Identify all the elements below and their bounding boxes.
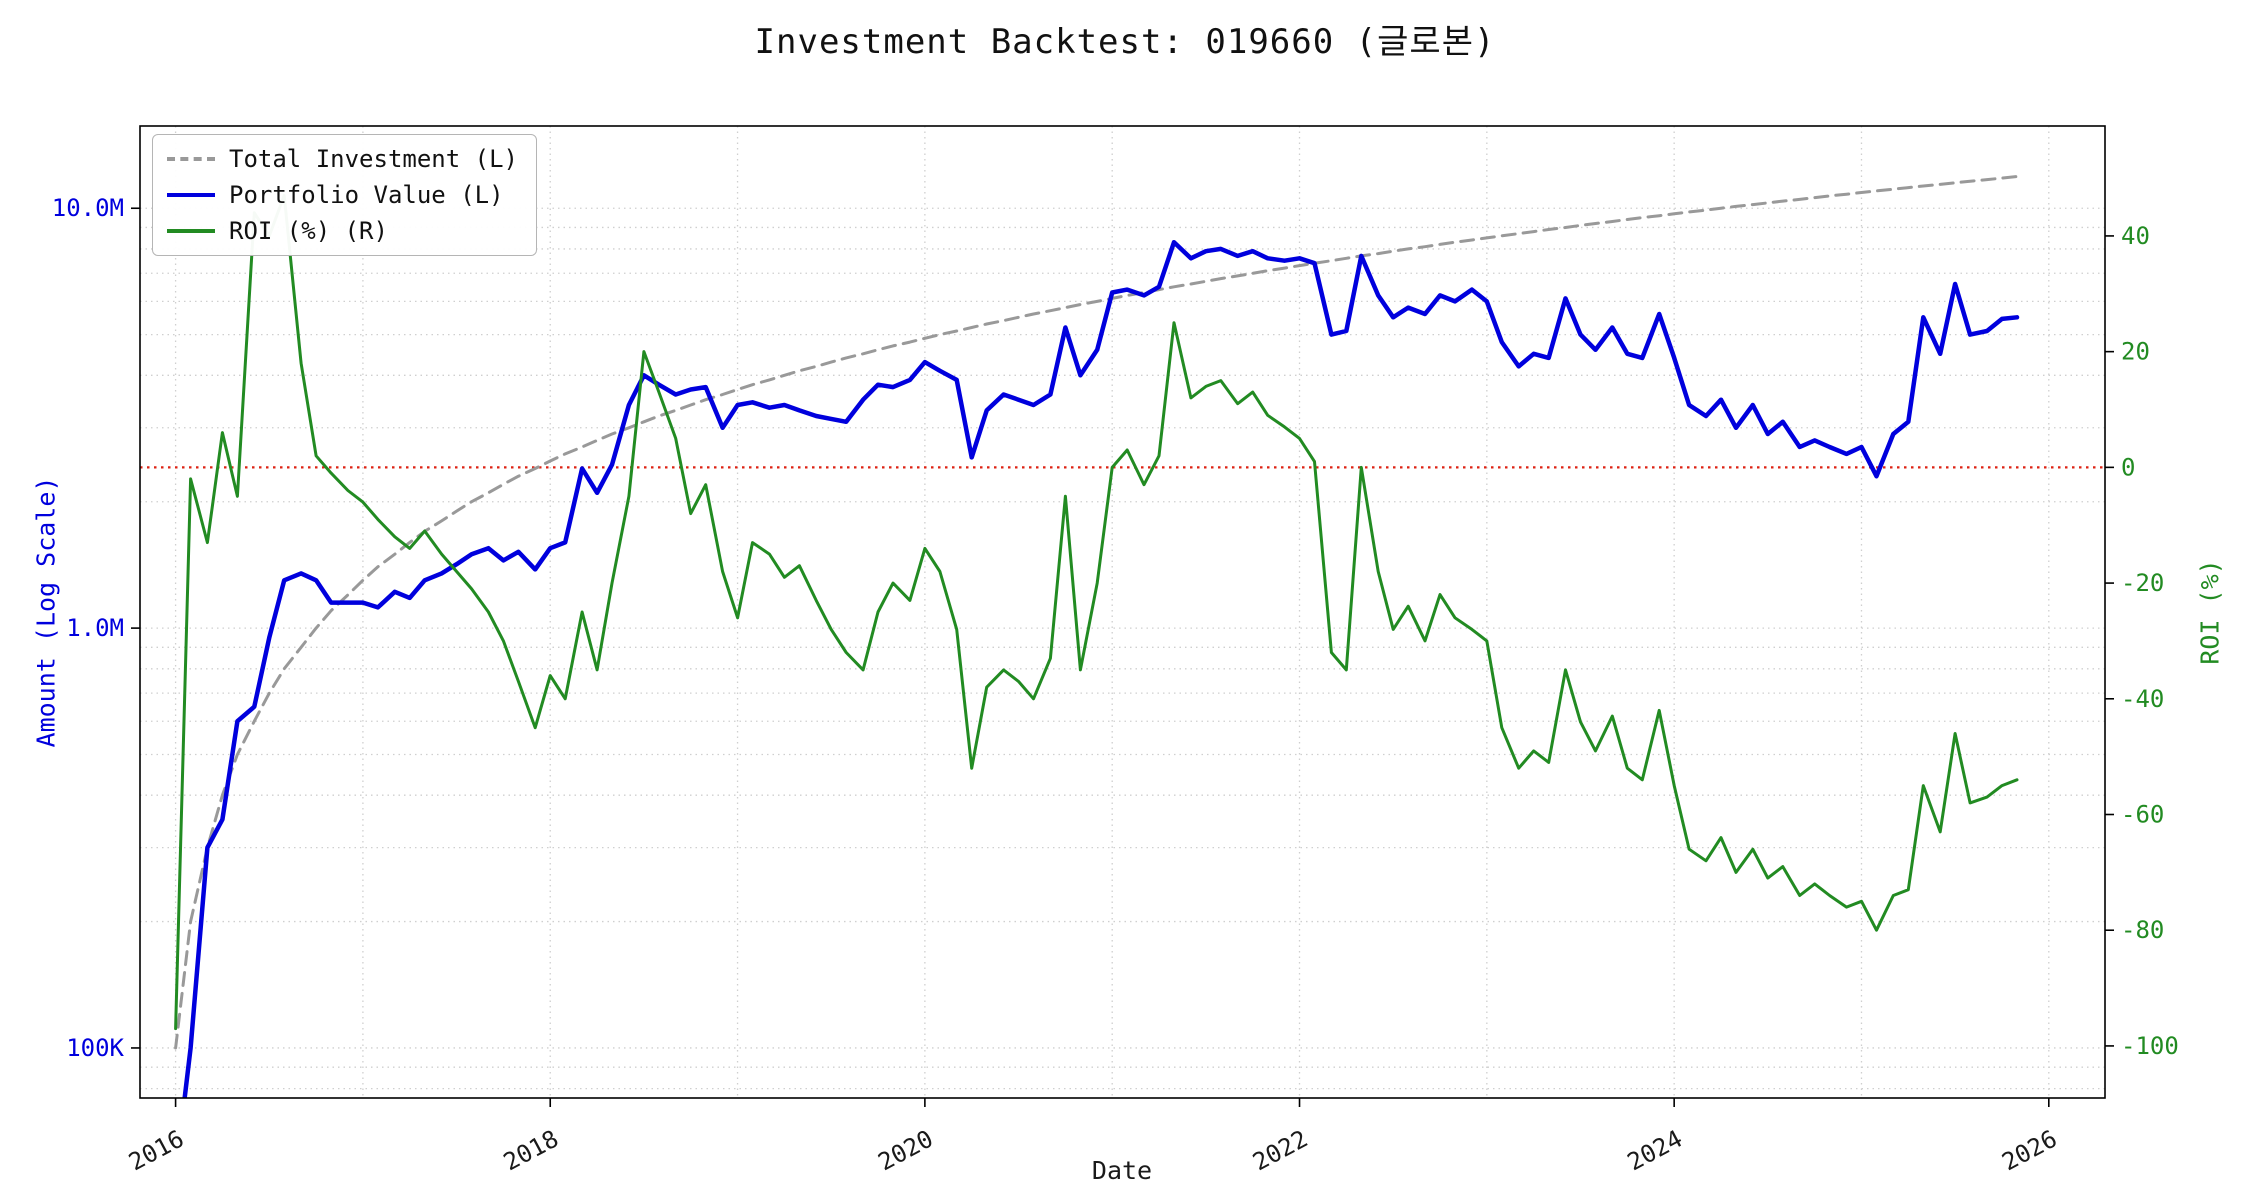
- y-right-tick-label: -60: [2121, 801, 2164, 829]
- x-tick-label: 2026: [1997, 1125, 2061, 1177]
- legend-label-roi: ROI (%) (R): [229, 217, 388, 245]
- series-total-investment: [174, 175, 2019, 1050]
- legend-label-total-investment: Total Investment (L): [229, 145, 518, 173]
- x-tick-label: 2020: [874, 1125, 938, 1177]
- x-tick-label: 2016: [124, 1125, 188, 1177]
- legend: Total Investment (L) Portfolio Value (L)…: [152, 134, 537, 256]
- y-left-tick-label: 100K: [66, 1034, 124, 1062]
- x-tick-label: 2022: [1248, 1125, 1312, 1177]
- legend-line-sample-blue-solid: [167, 193, 215, 197]
- y-right-tick-label: -100: [2121, 1032, 2179, 1060]
- y-left-tick-label: 1.0M: [66, 614, 124, 642]
- right-axis-title: ROI (%): [2195, 559, 2225, 665]
- series-roi-percent: [174, 193, 2019, 1031]
- y-right-tick-label: 0: [2121, 453, 2135, 481]
- series-portfolio-value: [182, 239, 2020, 1098]
- left-axis-title: Amount (Log Scale): [31, 476, 61, 748]
- x-tick-label: 2018: [499, 1125, 563, 1177]
- x-tick-label: 2024: [1623, 1125, 1687, 1177]
- y-right-tick-label: 20: [2121, 338, 2150, 366]
- legend-label-portfolio-value: Portfolio Value (L): [229, 181, 504, 209]
- y-right-tick-label: -40: [2121, 685, 2164, 713]
- legend-item-roi: ROI (%) (R): [167, 217, 518, 245]
- y-left-tick-label: 10.0M: [52, 194, 124, 222]
- y-right-tick-label: 40: [2121, 222, 2150, 250]
- legend-item-portfolio-value: Portfolio Value (L): [167, 181, 518, 209]
- x-axis-title: Date: [1091, 1156, 1153, 1185]
- y-right-tick-label: -20: [2121, 569, 2164, 597]
- y-right-tick-label: -80: [2121, 916, 2164, 944]
- chart-title: Investment Backtest: 019660 (글로본): [754, 22, 1496, 62]
- legend-line-sample-green-solid: [167, 229, 215, 233]
- legend-item-total-investment: Total Investment (L): [167, 145, 518, 173]
- legend-line-sample-gray-dashed: [167, 157, 215, 161]
